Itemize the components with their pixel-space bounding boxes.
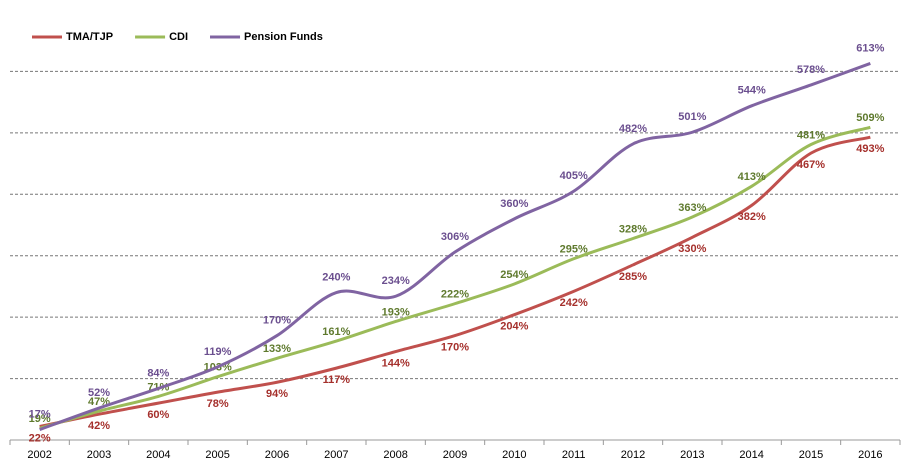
data-label: 52% [88, 387, 110, 399]
data-label: 363% [678, 202, 706, 214]
data-label: 482% [619, 123, 647, 135]
data-label: 501% [678, 111, 706, 123]
x-tick-label: 2014 [739, 449, 763, 461]
x-tick-label: 2011 [562, 449, 586, 461]
x-tick-label: 2007 [324, 449, 348, 461]
series-line [39, 135, 871, 428]
data-label: 42% [88, 420, 110, 432]
data-label: 170% [263, 314, 291, 326]
data-label: 254% [500, 269, 528, 281]
data-label: 306% [441, 231, 469, 243]
data-label: 405% [560, 170, 588, 182]
x-tick-label: 2012 [621, 449, 645, 461]
data-label: 360% [500, 198, 528, 210]
x-tick-label: 2013 [680, 449, 704, 461]
x-tick-label: 2010 [502, 449, 526, 461]
data-label: 285% [619, 271, 647, 283]
data-label: 613% [856, 42, 884, 54]
data-label: 222% [441, 289, 469, 301]
x-tick-label: 2008 [383, 449, 407, 461]
series-line [39, 125, 871, 430]
data-label: 242% [560, 297, 588, 309]
data-label: 382% [738, 211, 766, 223]
x-tick-label: 2015 [799, 449, 823, 461]
legend-label: CDI [169, 31, 188, 43]
data-label: 578% [797, 64, 825, 76]
data-label: 19% [29, 413, 51, 425]
data-label: 493% [856, 143, 884, 155]
data-label: 328% [619, 223, 647, 235]
x-tick-label: 2016 [858, 449, 882, 461]
data-label: 119% [204, 346, 232, 358]
data-label: 170% [441, 341, 469, 353]
data-label: 413% [738, 171, 766, 183]
data-label: 481% [797, 129, 825, 141]
data-label: 240% [322, 271, 350, 283]
data-label: 204% [500, 321, 528, 333]
data-label: 22% [29, 432, 51, 444]
x-tick-label: 2002 [27, 449, 51, 461]
x-tick-label: 2004 [146, 449, 170, 461]
data-label: 117% [323, 374, 351, 386]
data-label: 330% [678, 243, 706, 255]
data-label: 84% [147, 367, 169, 379]
data-label: 193% [382, 306, 410, 318]
data-label: 161% [322, 326, 350, 338]
data-label: 133% [263, 343, 291, 355]
data-label: 295% [560, 244, 588, 256]
data-label: 144% [382, 357, 410, 369]
data-label: 544% [738, 85, 766, 97]
x-tick-label: 2006 [265, 449, 289, 461]
data-label: 17% [29, 408, 51, 420]
data-label: 234% [382, 275, 410, 287]
series-line [39, 62, 871, 431]
data-label: 467% [797, 159, 825, 171]
x-tick-label: 2005 [205, 449, 229, 461]
data-label: 509% [856, 112, 884, 124]
data-label: 78% [207, 398, 229, 410]
legend-label: TMA/TJP [66, 31, 113, 43]
data-label: 60% [147, 409, 169, 421]
x-tick-label: 2003 [87, 449, 111, 461]
data-label: 94% [266, 388, 288, 400]
legend-label: Pension Funds [244, 31, 323, 43]
x-tick-label: 2009 [443, 449, 467, 461]
